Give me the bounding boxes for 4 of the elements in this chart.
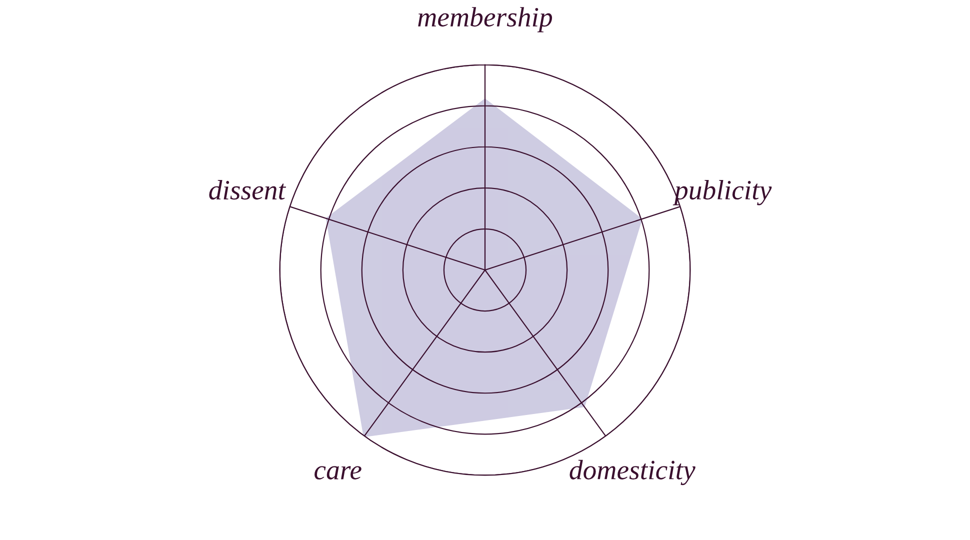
spoke-label: care [314,466,362,480]
spoke-label: domesticity [570,460,696,486]
spoke-label: membership [418,7,552,32]
spoke-label: dissent [209,180,286,200]
